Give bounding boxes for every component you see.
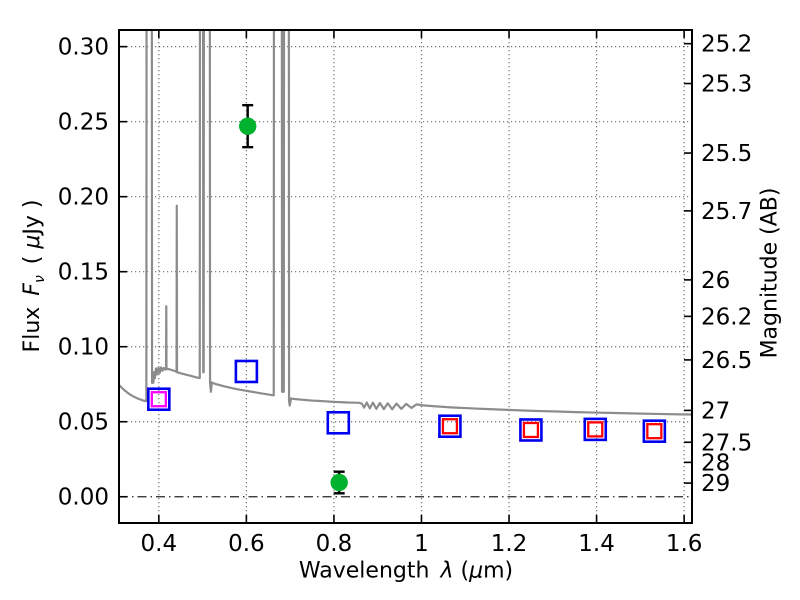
flux-label-unit-open: ( (19, 248, 45, 265)
y-axis-label-left: Flux Fν ( μJy ) (20, 200, 48, 353)
y-axis-tick-label-right: 25.2 (701, 32, 752, 58)
model-photometry-square-inner (522, 421, 540, 439)
y-axis-tick-label-right: 28 (701, 450, 730, 476)
model-photometry-square (234, 359, 259, 384)
wavelength-label-unit-close: m) (483, 558, 514, 584)
y-axis-label-right: Magnitude (AB) (757, 187, 783, 359)
y-axis-tick-label-left: 0.05 (58, 410, 109, 436)
flux-label-word: Flux (19, 306, 45, 353)
model-photometry-square (583, 417, 608, 442)
x-axis-tick-label: 0.4 (141, 531, 178, 557)
y-axis-tick-label-right: 25.7 (701, 199, 752, 225)
model-spectrum-line (119, 30, 692, 416)
y-axis-tick-label-right: 27 (701, 398, 730, 424)
y-axis-tick-label-left: 0.10 (58, 335, 109, 361)
model-photometry-square-inner (587, 421, 604, 438)
y-axis-tick-label-left: 0.30 (58, 35, 109, 61)
model-photometry-square (438, 414, 462, 439)
wavelength-label-symbol: λ (440, 558, 454, 584)
model-photometry-square (642, 419, 667, 443)
flux-label-mu: μ (19, 234, 45, 249)
x-axis-tick-label: 1 (414, 531, 429, 557)
x-axis-tick-label: 1.4 (578, 531, 615, 557)
x-axis-tick-label: 0.8 (316, 531, 353, 557)
x-axis-label: Wavelength λ (μm) (299, 559, 513, 584)
model-photometry-square-inner (441, 418, 459, 435)
plot-border (118, 29, 693, 524)
y-axis-tick-label-right: 26.5 (701, 348, 752, 374)
y-axis-tick-label-right: 26.2 (701, 304, 752, 330)
y-axis-tick-label-right: 26 (701, 268, 730, 294)
y-axis-tick-label-left: 0.15 (58, 260, 109, 286)
y-axis-tick-label-left: 0.00 (58, 485, 109, 511)
x-axis-tick-label: 1.2 (491, 531, 528, 557)
model-photometry-square (326, 410, 351, 435)
x-axis-tick-label: 1.6 (666, 531, 703, 557)
y-axis-tick-label-right: 25.3 (701, 72, 752, 98)
model-photometry-square (519, 418, 543, 442)
model-photometry-square (147, 387, 171, 412)
flux-label-symbol: Fν (19, 275, 49, 296)
observed-photometry-point (238, 117, 257, 135)
y-axis-tick-label-left: 0.25 (58, 110, 109, 136)
wavelength-label-mu: μ (469, 558, 484, 584)
model-photometry-square-inner (646, 423, 663, 440)
observed-photometry-point (330, 473, 348, 492)
x-axis-tick-label: 0.6 (228, 531, 265, 557)
y-axis-tick-label-right: 25.5 (701, 141, 752, 167)
wavelength-label-unit-open: ( (460, 558, 470, 584)
y-axis-tick-label-left: 0.20 (58, 185, 109, 211)
y-axis-tick-label-right: 29 (701, 471, 730, 497)
flux-label-unit-close: Jy ) (19, 199, 45, 235)
y-axis-tick-label-right: 27.5 (701, 430, 752, 456)
wavelength-label-word: Wavelength (298, 558, 430, 584)
model-photometry-square-inner (150, 391, 167, 408)
